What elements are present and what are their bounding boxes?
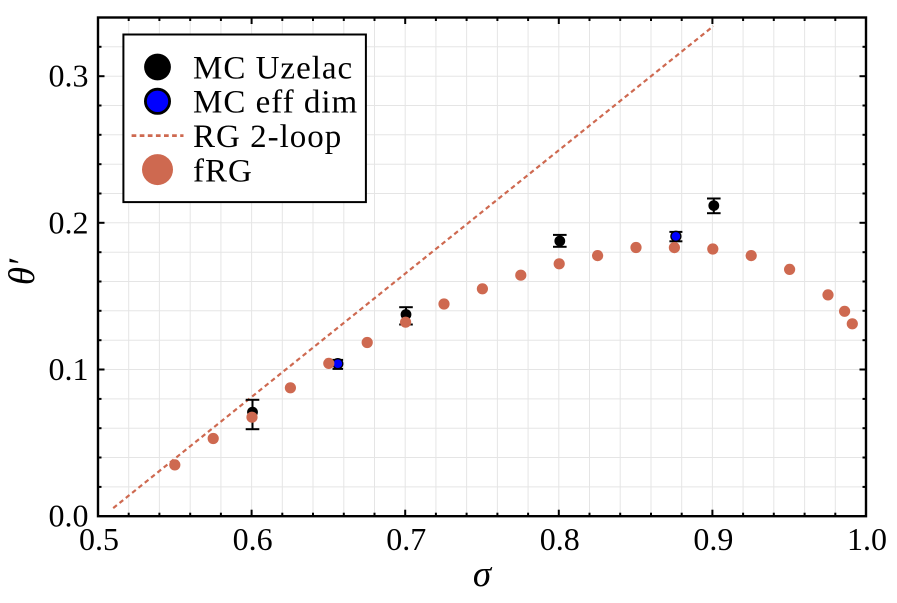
svg-text:0.6: 0.6 [233, 521, 273, 557]
svg-text:fRG: fRG [193, 153, 253, 189]
svg-text:0.9: 0.9 [693, 521, 733, 557]
svg-text:0.0: 0.0 [49, 498, 89, 534]
svg-text:0.8: 0.8 [540, 521, 580, 557]
svg-text:MC eff dim: MC eff dim [193, 85, 358, 121]
svg-text:σ: σ [473, 554, 493, 595]
svg-text:0.3: 0.3 [49, 58, 89, 94]
svg-text:θ′: θ′ [2, 258, 43, 285]
svg-text:1.0: 1.0 [847, 521, 887, 557]
svg-text:0.2: 0.2 [49, 204, 89, 240]
svg-text:0.1: 0.1 [49, 351, 89, 387]
svg-text:MC Uzelac: MC Uzelac [193, 50, 353, 86]
svg-text:RG 2-loop: RG 2-loop [193, 119, 342, 155]
svg-text:0.5: 0.5 [79, 521, 119, 557]
svg-text:0.7: 0.7 [386, 521, 426, 557]
